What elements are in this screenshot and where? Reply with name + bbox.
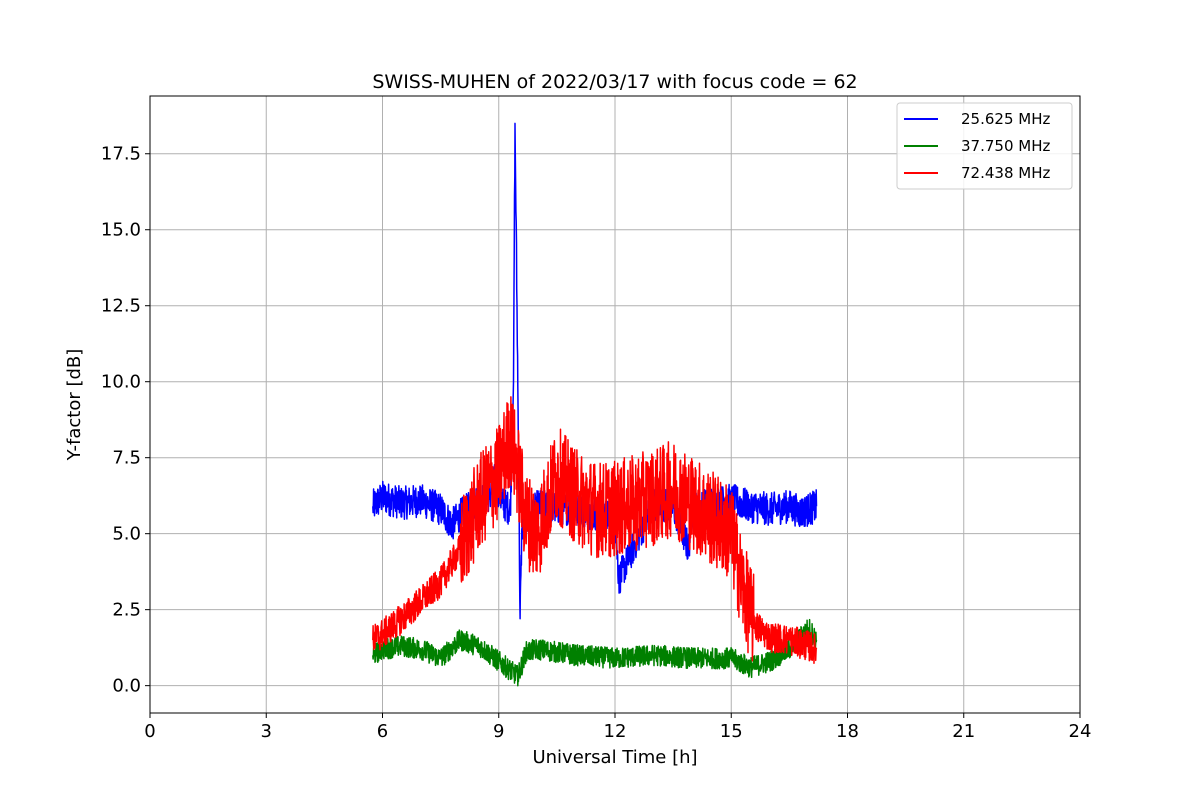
x-tick-label: 9 bbox=[493, 721, 504, 742]
series-line bbox=[372, 618, 818, 687]
x-tick-label: 3 bbox=[261, 721, 272, 742]
legend-box bbox=[896, 102, 1073, 190]
y-tick-label: 0.0 bbox=[112, 676, 141, 697]
y-tick-label: 15.0 bbox=[101, 220, 141, 241]
grid bbox=[149, 96, 1081, 713]
x-tick-label: 12 bbox=[604, 721, 627, 742]
y-axis-label: Y-factor [dB] bbox=[64, 349, 85, 462]
legend-label: 37.750 MHz bbox=[961, 137, 1050, 155]
chart-title: SWISS-MUHEN of 2022/03/17 with focus cod… bbox=[372, 71, 857, 93]
series-layer bbox=[372, 122, 818, 687]
x-axis-label: Universal Time [h] bbox=[532, 747, 697, 768]
y-tick-label: 10.0 bbox=[101, 372, 141, 393]
series-line bbox=[372, 396, 818, 665]
legend-label: 72.438 MHz bbox=[961, 164, 1050, 182]
y-tick-label: 5.0 bbox=[112, 524, 141, 545]
x-axis-ticks: 0 3 6 9 12 15 18 21 24 bbox=[144, 713, 1091, 742]
y-axis-ticks: 0.0 2.5 5.0 7.5 10.0 12.5 15.0 17.5 bbox=[101, 144, 150, 697]
y-tick-label: 12.5 bbox=[101, 296, 141, 317]
x-tick-label: 15 bbox=[720, 721, 743, 742]
x-tick-label: 0 bbox=[144, 721, 155, 742]
y-tick-label: 17.5 bbox=[101, 144, 141, 165]
y-tick-label: 2.5 bbox=[112, 600, 141, 621]
x-tick-label: 24 bbox=[1069, 721, 1092, 742]
x-tick-label: 21 bbox=[952, 721, 975, 742]
legend: 25.625 MHz 37.750 MHz 72.438 MHz bbox=[896, 102, 1073, 190]
y-tick-label: 7.5 bbox=[112, 448, 141, 469]
legend-label: 25.625 MHz bbox=[961, 110, 1050, 128]
x-tick-label: 18 bbox=[836, 721, 859, 742]
x-tick-label: 6 bbox=[377, 721, 388, 742]
series-line bbox=[372, 122, 818, 620]
